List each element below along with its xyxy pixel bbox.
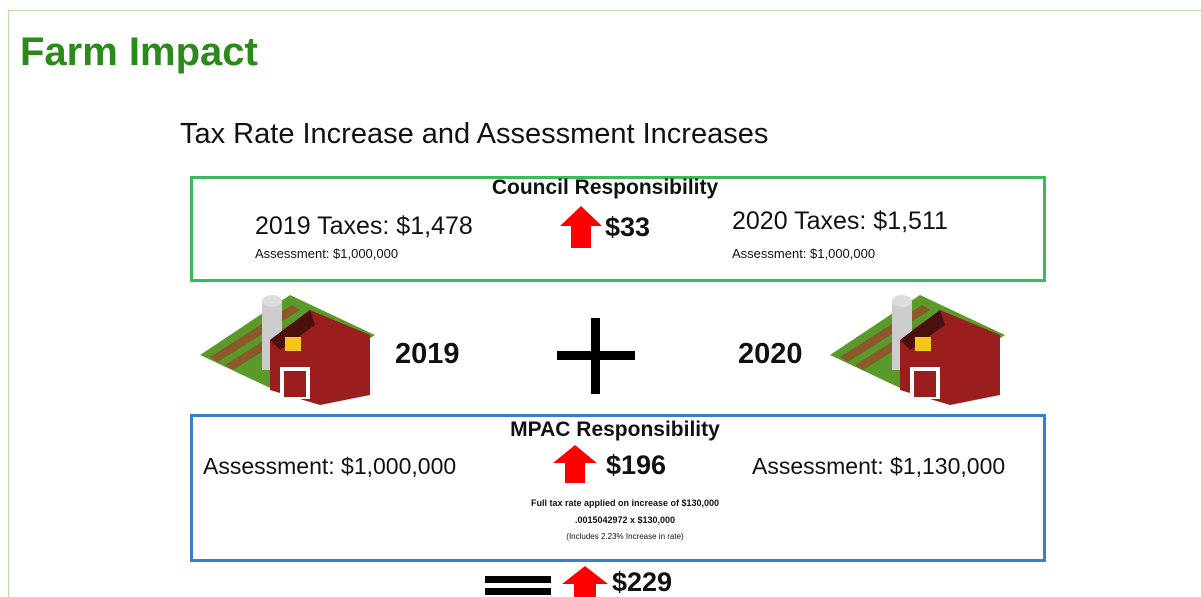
- plus-sign: [557, 318, 635, 394]
- year-right: 2020: [738, 338, 803, 371]
- mpac-note: .0015042972 x $130,000: [575, 515, 675, 525]
- mpac-right: Assessment: $1,130,000: [752, 453, 1005, 480]
- farm-icon: [200, 295, 375, 407]
- page: Farm Impact Tax Rate Increase and Assess…: [0, 0, 1201, 597]
- equals-sign: [485, 574, 551, 596]
- council-heading: Council Responsibility: [492, 176, 718, 200]
- right-assessment: Assessment: $1,000,000: [732, 246, 875, 261]
- left-assessment: Assessment: $1,000,000: [255, 246, 398, 261]
- title: Farm Impact: [20, 30, 258, 75]
- mpac-note: Full tax rate applied on increase of $13…: [531, 498, 719, 508]
- mpac-change: $196: [606, 450, 666, 481]
- left-taxes: 2019 Taxes: $1,478: [255, 212, 473, 241]
- farm-icon: [830, 295, 1005, 407]
- council-change: $33: [605, 212, 650, 243]
- subtitle: Tax Rate Increase and Assessment Increas…: [180, 118, 768, 151]
- up-arrow: [560, 206, 602, 248]
- up-arrow: [562, 566, 608, 597]
- right-taxes: 2020 Taxes: $1,511: [732, 207, 948, 236]
- mpac-heading: MPAC Responsibility: [510, 418, 720, 442]
- mpac-left: Assessment: $1,000,000: [203, 453, 456, 480]
- year-left: 2019: [395, 338, 460, 371]
- total-change: $229: [612, 567, 672, 597]
- mpac-note: (Includes 2.23% Increase in rate): [566, 532, 683, 541]
- up-arrow: [553, 445, 597, 483]
